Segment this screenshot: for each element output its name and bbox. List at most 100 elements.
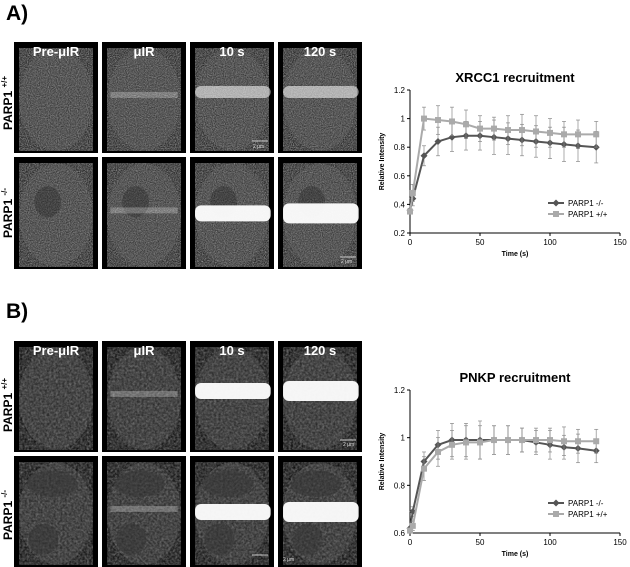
micrograph [102,341,186,452]
data-point [533,128,539,135]
y-axis-label: Relative Intensity [379,433,386,491]
legend-label: PARP1 -/- [568,199,604,208]
micrograph [14,42,98,153]
data-point [409,522,416,529]
legend-label: PARP1 +/+ [568,510,608,519]
panel-a-col-10s: 10 s [219,44,245,59]
data-point [593,438,600,445]
micrograph [190,157,274,269]
legend-marker [552,199,560,207]
data-point [421,465,427,472]
y-tick-label: 0.6 [394,172,406,181]
data-point [547,437,553,444]
legend: PARP1 -/- PARP1 +/+ [548,199,608,219]
xrcc1-recruitment-chart: XRCC1 recruitment 0.2 0.4 0.6 0.8 1 1.2 0 50 100 1… [379,70,627,258]
data-point [409,189,416,196]
x-tick-label: 100 [543,538,557,547]
y-tick-label: 1.2 [394,86,406,95]
panel-a-row-parp1-ko: PARP1 -/- [0,187,15,238]
panel-b-row-parp1-wt: PARP1 +/+ [0,377,15,432]
x-axis-label: Time (s) [502,251,529,258]
data-point [519,437,525,444]
data-point [421,115,427,122]
panel-a-col-pre-uir: Pre-μIR [32,44,80,59]
data-point [547,129,553,136]
x-tick-label: 0 [408,538,413,547]
micrograph [102,42,186,153]
scale-bar-label: 2 μm [253,144,265,150]
data-point [477,439,483,446]
y-tick-label: 1 [401,115,406,124]
chart-title: PNKP recruitment [459,370,571,385]
micrograph [190,341,274,452]
data-point [435,117,441,124]
x-tick-label: 150 [613,238,627,247]
micrograph [102,157,186,269]
series-parp1-wt [407,105,600,215]
y-tick-label: 0.6 [394,529,406,538]
data-point [491,437,497,444]
micrograph [14,456,98,567]
micrograph [278,157,362,269]
micrograph [190,456,274,567]
data-point [434,137,442,145]
y-tick-label: 0.8 [394,143,406,152]
x-tick-label: 100 [543,238,557,247]
panel-a-row-parp1-wt: PARP1 +/+ [0,75,15,130]
micrograph [14,341,98,452]
legend-marker [553,511,559,517]
y-axis-label: Relative Intensity [379,133,386,191]
scale-bar-label: 2 μm [341,259,353,265]
data-point [407,208,413,215]
series-parp1-wt [407,425,600,534]
micrograph [278,42,362,153]
data-point [463,121,469,128]
x-tick-label: 50 [476,538,485,547]
panel-b-row-parp1-ko: PARP1 -/- [0,489,15,540]
y-tick-label: 1.2 [394,386,406,395]
panel-b-col-10s: 10 s [219,343,245,358]
data-point [449,441,455,448]
scale-bar-label: 2 μm [343,442,355,448]
legend-label: PARP1 +/+ [568,210,608,219]
micrograph [278,456,362,567]
x-tick-label: 0 [408,238,413,247]
data-point [505,127,511,134]
x-axis-label: Time (s) [502,551,529,558]
y-tick-label: 0.8 [394,481,406,490]
legend-marker [553,211,559,217]
x-tick-label: 150 [613,538,627,547]
data-point [533,437,539,444]
data-point [407,527,413,534]
legend-label: PARP1 -/- [568,499,604,508]
chart-title: XRCC1 recruitment [455,70,575,85]
panel-a-letter: A) [6,2,29,25]
data-point [561,131,567,138]
data-point [575,131,581,138]
x-tick-label: 50 [476,238,485,247]
y-tick-label: 0.4 [394,200,406,209]
data-point [491,125,497,132]
panel-a-col-uir: μIR [133,44,155,59]
panel-b-col-120s: 120 s [303,343,337,358]
data-point [435,448,441,455]
data-point [519,127,525,134]
data-point [561,438,567,445]
y-tick-label: 0.2 [394,229,406,238]
y-tick-label: 1 [401,434,406,443]
data-point [420,152,428,160]
micrograph [102,456,186,567]
legend-marker [552,499,560,507]
data-point [477,125,483,132]
data-point [449,118,455,125]
data-point [505,437,511,444]
data-point [593,131,600,138]
panel-b-letter: B) [6,300,29,323]
micrograph [14,157,98,269]
panel-a-col-120s: 120 s [303,44,337,59]
micrograph [190,42,274,153]
micrograph [278,341,362,452]
panel-b-col-uir: μIR [133,343,155,358]
data-point [575,438,581,445]
legend: PARP1 -/- PARP1 +/+ [548,499,608,519]
